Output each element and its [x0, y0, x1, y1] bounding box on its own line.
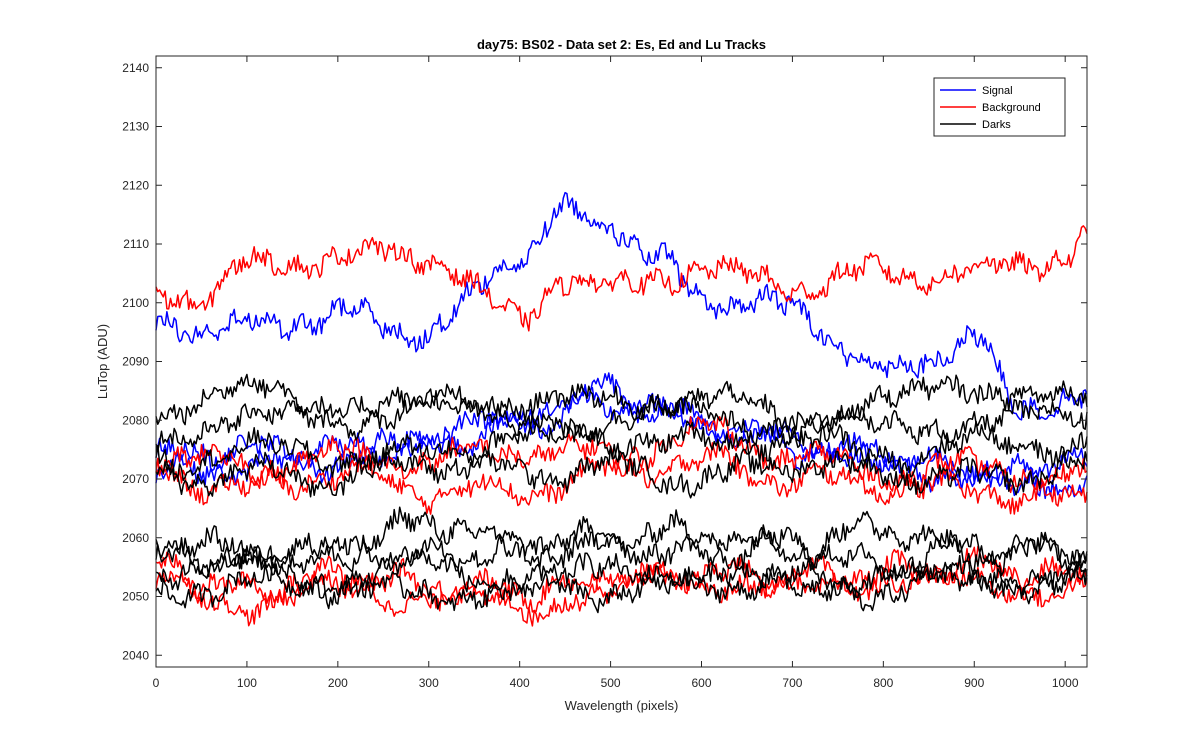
series-line-darks-12 — [155, 506, 1088, 577]
y-tick-label: 2060 — [122, 531, 149, 545]
x-tick-label: 200 — [328, 676, 348, 690]
y-tick-label: 2100 — [122, 296, 149, 310]
x-tick-label: 100 — [237, 676, 257, 690]
x-tick-label: 1000 — [1052, 676, 1079, 690]
series-line-background-5 — [155, 441, 1088, 515]
y-tick-label: 2090 — [122, 355, 149, 369]
x-tick-label: 400 — [510, 676, 530, 690]
legend-label-background: Background — [982, 102, 1041, 114]
y-tick-label: 2050 — [122, 590, 149, 604]
legend: Signal Background Darks — [933, 77, 1066, 137]
chart-title: day75: BS02 - Data set 2: Es, Ed and Lu … — [477, 37, 766, 52]
y-tick-label: 2040 — [122, 648, 149, 662]
y-tick-label: 2120 — [122, 178, 149, 192]
x-tick-label: 600 — [691, 676, 711, 690]
series-line-signal-1 — [155, 372, 1088, 500]
ticks-layer: 0 100 200 300 400 500 600 700 800 900 1000 2040 2050… — [122, 56, 1087, 690]
x-axis-label: Wavelength (pixels) — [565, 698, 679, 713]
series-line-darks-13 — [155, 526, 1088, 581]
y-tick-label: 2130 — [122, 120, 149, 134]
x-tick-label: 800 — [873, 676, 893, 690]
series-line-darks-11 — [155, 443, 1088, 499]
y-axis-label: LuTop (ADU) — [95, 324, 110, 399]
y-tick-label: 2110 — [123, 237, 149, 251]
y-tick-label: 2070 — [122, 472, 149, 486]
series-line-darks-8 — [155, 373, 1088, 434]
plot-area — [156, 56, 1087, 667]
series-line-darks-10 — [155, 413, 1088, 482]
x-tick-label: 0 — [153, 676, 160, 690]
series-line-darks-9 — [155, 383, 1088, 451]
series-line-background-3 — [155, 225, 1088, 332]
x-tick-label: 300 — [419, 676, 439, 690]
x-tick-label: 500 — [601, 676, 621, 690]
x-tick-label: 700 — [782, 676, 802, 690]
legend-label-darks: Darks — [982, 119, 1011, 131]
x-tick-label: 900 — [964, 676, 984, 690]
series-line-darks-15 — [155, 554, 1088, 614]
series-layer — [155, 191, 1088, 627]
y-tick-label: 2080 — [122, 413, 149, 427]
series-line-signal-0 — [155, 191, 1088, 421]
legend-label-signal: Signal — [982, 85, 1013, 97]
y-tick-label: 2140 — [122, 61, 149, 75]
